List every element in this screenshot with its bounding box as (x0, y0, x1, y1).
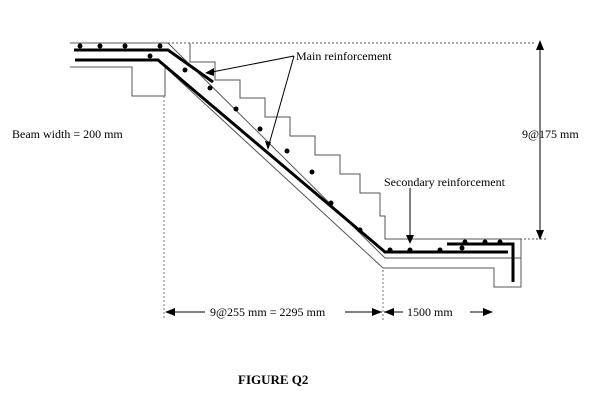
secondary-reinforcement-label: Secondary reinforcement (384, 175, 506, 189)
going-dim-arrow-left (165, 308, 175, 316)
landing-dim-arrow-left (384, 308, 394, 316)
secondary-reinforcement-dots (77, 43, 503, 253)
bottom-landing-bar (447, 242, 515, 282)
going-dim-arrow-right (372, 308, 382, 316)
main-reinforcement-label: Main reinforcement (296, 49, 392, 63)
riser-dim-arrow-bottom (536, 230, 544, 240)
riser-dimension-label: 9@175 mm (522, 127, 579, 141)
riser-dim-arrow-top (536, 40, 544, 50)
figure-caption: FIGURE Q2 (238, 372, 308, 387)
leader-arrowheads (205, 68, 414, 244)
landing-dimension-label: 1500 mm (407, 305, 453, 319)
landing-dim-arrow-right (483, 308, 493, 316)
top-landing-outline (70, 42, 548, 288)
beam-width-label: Beam width = 200 mm (12, 127, 123, 141)
stair-steps-outline (189, 43, 522, 258)
going-dimension-label: 9@255 mm = 2295 mm (210, 305, 326, 319)
main-reinforcement-bars (74, 48, 508, 254)
leader-lines (211, 55, 411, 240)
